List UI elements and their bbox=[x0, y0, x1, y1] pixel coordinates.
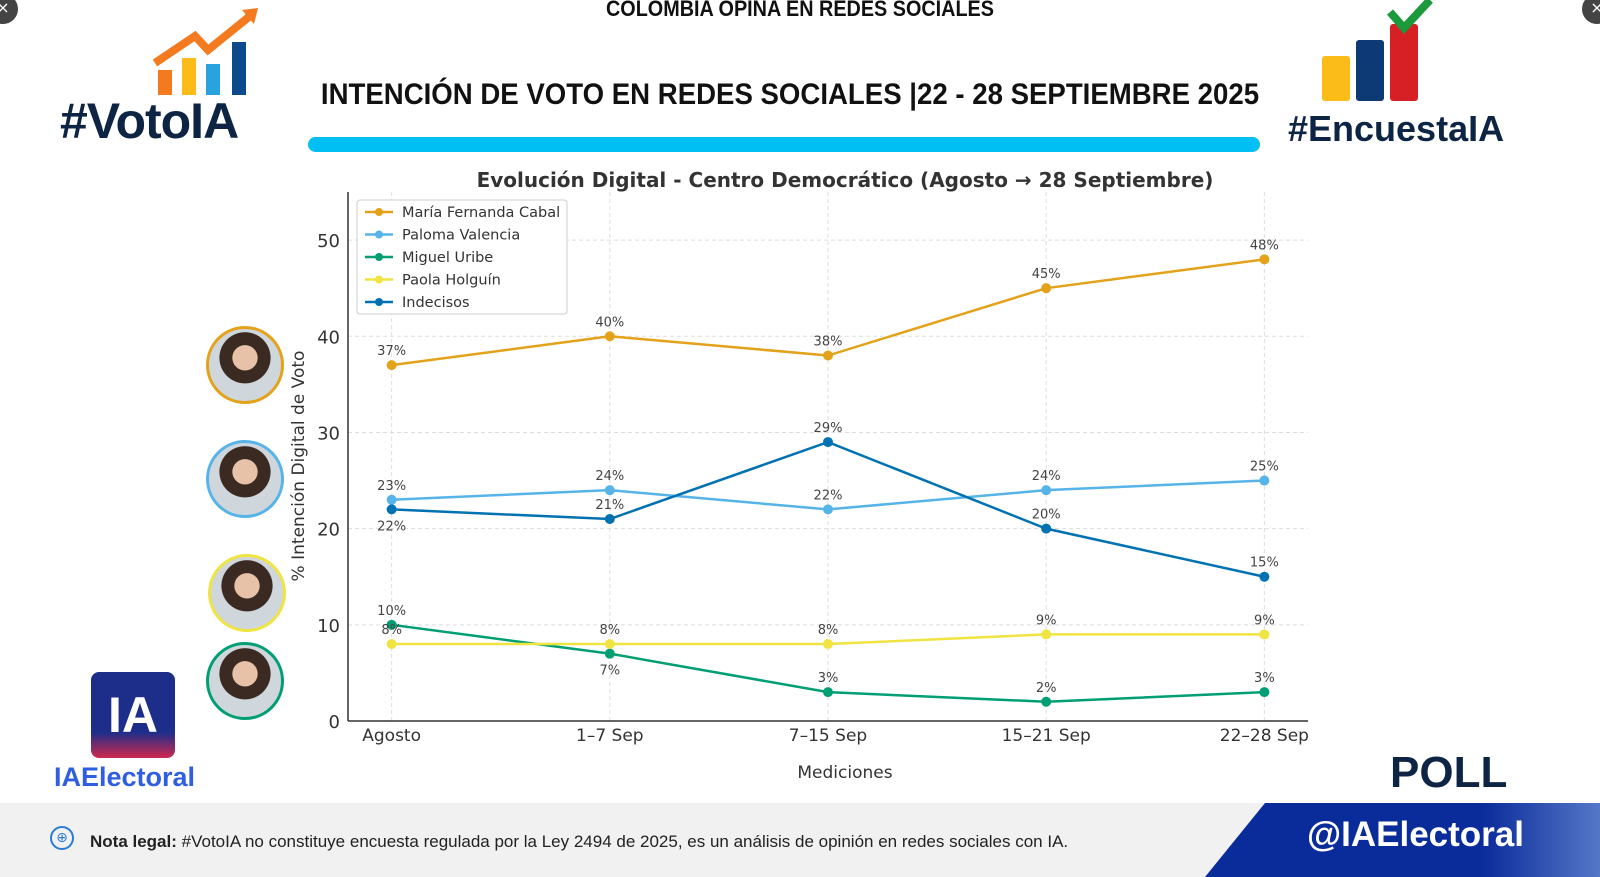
data-label: 40% bbox=[595, 315, 624, 330]
data-point bbox=[1041, 283, 1052, 294]
y-axis-label: % Intención Digital de Voto bbox=[289, 351, 309, 582]
x-tick-label: Agosto bbox=[362, 726, 421, 746]
data-label: 8% bbox=[600, 623, 621, 638]
data-point bbox=[604, 331, 615, 342]
x-tick-label: 7–15 Sep bbox=[789, 726, 867, 746]
data-label: 15% bbox=[1250, 556, 1279, 571]
y-tick-label: 50 bbox=[317, 231, 340, 252]
data-point bbox=[604, 648, 615, 659]
data-point bbox=[823, 687, 833, 698]
data-point bbox=[1259, 629, 1270, 640]
data-point bbox=[1041, 523, 1052, 534]
data-point bbox=[1259, 571, 1270, 582]
close-icon[interactable]: × bbox=[0, 0, 18, 24]
data-label: 23% bbox=[377, 479, 406, 494]
data-point bbox=[1259, 475, 1270, 486]
data-label: 7% bbox=[600, 664, 621, 679]
data-point bbox=[1041, 629, 1052, 640]
data-point bbox=[604, 485, 615, 496]
data-point bbox=[386, 494, 397, 505]
encuestaia-logo-icon bbox=[1322, 0, 1433, 101]
votoia-logo: #VotoIA bbox=[60, 93, 239, 149]
candidate-photo bbox=[206, 642, 284, 720]
data-point bbox=[604, 514, 615, 525]
line-chart: Evolución Digital - Centro Democrático (… bbox=[289, 168, 1309, 783]
legend-label: Miguel Uribe bbox=[402, 250, 493, 266]
legend-marker bbox=[375, 208, 383, 216]
votoia-logo-icon bbox=[152, 8, 258, 95]
data-point bbox=[386, 639, 397, 650]
data-label: 3% bbox=[818, 671, 839, 686]
data-point bbox=[823, 437, 833, 448]
y-tick-label: 20 bbox=[317, 520, 340, 541]
encuestaia-logo: #EncuestaIA bbox=[1288, 108, 1505, 149]
data-label: 22% bbox=[377, 519, 406, 534]
legend-marker bbox=[375, 298, 383, 306]
chart-title: Evolución Digital - Centro Democrático (… bbox=[477, 168, 1214, 192]
data-point bbox=[823, 639, 833, 650]
candidate-photo bbox=[206, 440, 284, 518]
legend-marker bbox=[375, 230, 383, 239]
data-label: 29% bbox=[814, 421, 843, 436]
x-tick-label: 15–21 Sep bbox=[1002, 726, 1091, 746]
data-label: 9% bbox=[1254, 613, 1275, 628]
data-point bbox=[1259, 687, 1270, 698]
y-tick-label: 10 bbox=[317, 616, 340, 637]
legend-marker bbox=[375, 253, 383, 261]
data-point bbox=[823, 350, 833, 361]
data-label: 24% bbox=[595, 469, 624, 484]
legend-label: Indecisos bbox=[402, 295, 470, 311]
data-point bbox=[1041, 696, 1052, 707]
data-point bbox=[386, 360, 397, 371]
ia-logo: IA bbox=[91, 672, 175, 758]
x-tick-label: 22–28 Sep bbox=[1220, 726, 1309, 746]
data-point bbox=[386, 619, 397, 630]
data-point bbox=[1041, 485, 1052, 496]
data-label: 48% bbox=[1250, 238, 1279, 253]
legend-box bbox=[356, 199, 568, 315]
globe-icon: ⊕ bbox=[50, 826, 74, 850]
data-point bbox=[386, 504, 397, 515]
data-label: 45% bbox=[1032, 267, 1061, 282]
candidate-photo bbox=[208, 554, 286, 632]
data-label: 8% bbox=[818, 623, 839, 638]
poll-brand: POLL bbox=[1390, 748, 1508, 797]
data-label: 21% bbox=[595, 498, 624, 513]
data-label: 37% bbox=[377, 344, 406, 359]
data-label: 8% bbox=[381, 623, 402, 638]
data-label: 3% bbox=[1254, 671, 1275, 686]
data-label: 24% bbox=[1032, 469, 1061, 484]
close-icon[interactable]: × bbox=[1582, 0, 1600, 24]
x-axis-label: Mediciones bbox=[797, 763, 892, 783]
social-handle: @IAElectoral bbox=[1307, 815, 1524, 854]
iaelectoral-brand: IAElectoral bbox=[54, 762, 196, 792]
legal-note-text: #VotoIA no constituye encuesta regulada … bbox=[176, 832, 1069, 851]
data-point bbox=[823, 504, 833, 515]
social-handle-banner: @IAElectoral bbox=[1205, 803, 1600, 877]
data-point bbox=[1259, 254, 1270, 265]
data-point bbox=[604, 639, 615, 650]
page-title: INTENCIÓN DE VOTO EN REDES SOCIALES |22 … bbox=[320, 78, 1260, 111]
candidate-photo bbox=[206, 326, 284, 404]
legend-label: Paola Holguín bbox=[402, 273, 501, 289]
data-label: 20% bbox=[1032, 508, 1061, 523]
title-underline bbox=[308, 137, 1260, 152]
data-label: 10% bbox=[377, 604, 406, 619]
legal-note-label: Nota legal: bbox=[90, 832, 177, 851]
y-tick-label: 0 bbox=[329, 712, 340, 733]
data-label: 2% bbox=[1036, 681, 1057, 696]
x-tick-label: 1–7 Sep bbox=[576, 726, 644, 746]
legend-label: Paloma Valencia bbox=[402, 228, 520, 244]
data-label: 22% bbox=[814, 488, 843, 503]
legend-label: María Fernanda Cabal bbox=[402, 205, 560, 221]
data-label: 25% bbox=[1250, 460, 1279, 475]
top-heading: COLOMBIA OPINA EN REDES SOCIALES bbox=[606, 0, 994, 21]
data-label: 9% bbox=[1036, 613, 1057, 628]
data-label: 38% bbox=[814, 335, 843, 350]
legend-marker bbox=[375, 275, 383, 284]
y-tick-label: 30 bbox=[317, 423, 340, 444]
y-tick-label: 40 bbox=[317, 327, 340, 348]
legal-note: Nota legal: #VotoIA no constituye encues… bbox=[90, 832, 1068, 852]
